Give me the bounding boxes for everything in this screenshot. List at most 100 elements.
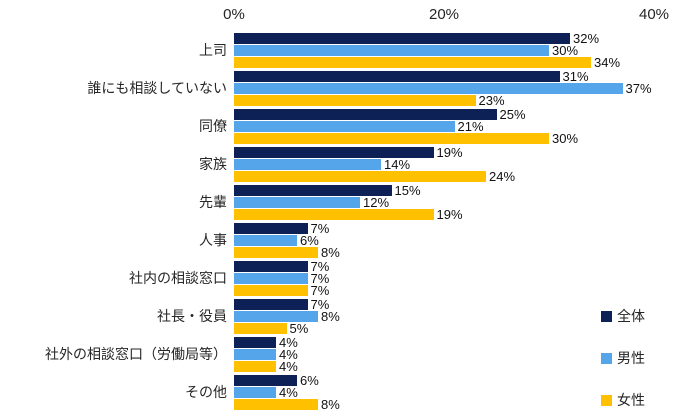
chart-row: 家族 19% 14% 24% — [0, 146, 680, 183]
bar-line: 14% — [234, 158, 516, 171]
bar-line: 21% — [234, 120, 579, 133]
bar-female — [234, 323, 287, 334]
chart-row: 上司 32% 30% 34% — [0, 32, 680, 69]
chart-row: 人事 7% 6% 8% — [0, 222, 680, 259]
bar-line: 4% — [234, 360, 299, 373]
category-label: 人事 — [199, 231, 227, 248]
legend-swatch-icon — [601, 394, 612, 406]
category-label: 社外の相談窓口（労働局等） — [45, 345, 227, 362]
bar-overall — [234, 261, 308, 272]
bar-value-label: 31% — [559, 70, 590, 83]
chart-row: 同僚 25% 21% 30% — [0, 108, 680, 145]
bar-line: 4% — [234, 336, 299, 349]
bar-line: 12% — [234, 196, 464, 209]
bar-male — [234, 121, 455, 132]
bar-group: 7% 8% 5% — [234, 298, 341, 335]
legend-label: 女性 — [617, 392, 645, 408]
bar-line: 30% — [234, 132, 580, 145]
bar-value-label: 37% — [622, 82, 653, 95]
category-label: 上司 — [199, 41, 227, 58]
x-tick-label: 20% — [428, 6, 460, 23]
bar-female — [234, 209, 434, 220]
bar-male — [234, 387, 276, 398]
bar-female — [234, 133, 549, 144]
legend-swatch-icon — [601, 310, 612, 322]
chart-row: その他 6% 4% 8% — [0, 374, 680, 411]
bar-male — [234, 273, 308, 284]
bar-value-label: 8% — [318, 398, 341, 411]
bar-value-label: 32% — [570, 32, 601, 45]
bar-value-label: 21% — [454, 120, 485, 133]
legend-item-female: 女性 — [601, 390, 645, 410]
bar-male — [234, 83, 623, 94]
category-label: 先輩 — [199, 193, 227, 210]
bar-value-label: 4% — [276, 348, 299, 361]
bar-male — [234, 349, 276, 360]
category-label: 同僚 — [199, 117, 227, 134]
bar-female — [234, 95, 476, 106]
category-label: その他 — [185, 383, 227, 400]
bar-value-label: 30% — [549, 132, 580, 145]
bar-line: 24% — [234, 170, 517, 183]
bar-group: 15% 12% 19% — [234, 184, 464, 221]
bar-female — [234, 285, 308, 296]
bar-line: 6% — [234, 374, 341, 387]
bar-line: 8% — [234, 398, 341, 411]
bar-line: 8% — [234, 246, 341, 259]
chart-row: 社内の相談窓口 7% 7% 7% — [0, 260, 680, 297]
bar-male — [234, 45, 549, 56]
bar-group: 19% 14% 24% — [234, 146, 517, 183]
bar-group: 7% 7% 7% — [234, 260, 331, 297]
bar-overall — [234, 185, 392, 196]
bar-line: 32% — [234, 32, 621, 45]
category-label: 社内の相談窓口 — [129, 269, 227, 286]
bar-line: 31% — [234, 70, 653, 83]
bar-line: 23% — [234, 94, 653, 107]
category-label: 誰にも相談していない — [87, 79, 227, 96]
chart-row: 社長・役員 7% 8% 5% — [0, 298, 680, 335]
bar-value-label: 12% — [360, 196, 391, 209]
bar-value-label: 8% — [318, 246, 341, 259]
bar-line: 7% — [234, 272, 331, 285]
bar-overall — [234, 223, 308, 234]
bar-overall — [234, 147, 434, 158]
x-tick-label: 0% — [223, 6, 245, 23]
bar-female — [234, 171, 486, 182]
category-label: 家族 — [199, 155, 227, 172]
bar-value-label: 23% — [475, 94, 506, 107]
legend-label: 全体 — [617, 308, 645, 324]
bar-value-label: 8% — [318, 310, 341, 323]
bar-line: 37% — [234, 82, 653, 95]
legend-swatch-icon — [601, 352, 612, 364]
bar-value-label: 24% — [486, 170, 517, 183]
bar-male — [234, 235, 297, 246]
bar-line: 25% — [234, 108, 579, 121]
bar-value-label: 30% — [549, 44, 580, 57]
category-label: 社長・役員 — [157, 307, 227, 324]
bar-group: 6% 4% 8% — [234, 374, 341, 411]
bar-value-label: 4% — [276, 386, 299, 399]
bar-value-label: 7% — [307, 222, 331, 235]
chart-row: 誰にも相談していない 31% 37% 23% — [0, 70, 680, 107]
legend-item-male: 男性 — [601, 348, 645, 368]
bar-line: 4% — [234, 348, 299, 361]
legend: 全体男性女性 — [601, 306, 645, 410]
bar-value-label: 6% — [297, 234, 320, 247]
bar-male — [234, 197, 360, 208]
bar-female — [234, 399, 318, 410]
bar-value-label: 4% — [276, 336, 299, 349]
bar-value-label: 14% — [381, 158, 412, 171]
bar-line: 4% — [234, 386, 341, 399]
x-tick-label: 40% — [638, 6, 670, 23]
bar-line: 7% — [234, 222, 341, 235]
bar-line: 7% — [234, 260, 331, 273]
bar-line: 5% — [234, 322, 341, 335]
bar-line: 15% — [234, 184, 464, 197]
bar-overall — [234, 375, 297, 386]
bar-overall — [234, 71, 560, 82]
bar-value-label: 4% — [276, 360, 299, 373]
chart-row: 先輩 15% 12% 19% — [0, 184, 680, 221]
bar-value-label: 19% — [433, 146, 464, 159]
bar-overall — [234, 109, 497, 120]
bar-line: 19% — [234, 146, 516, 159]
